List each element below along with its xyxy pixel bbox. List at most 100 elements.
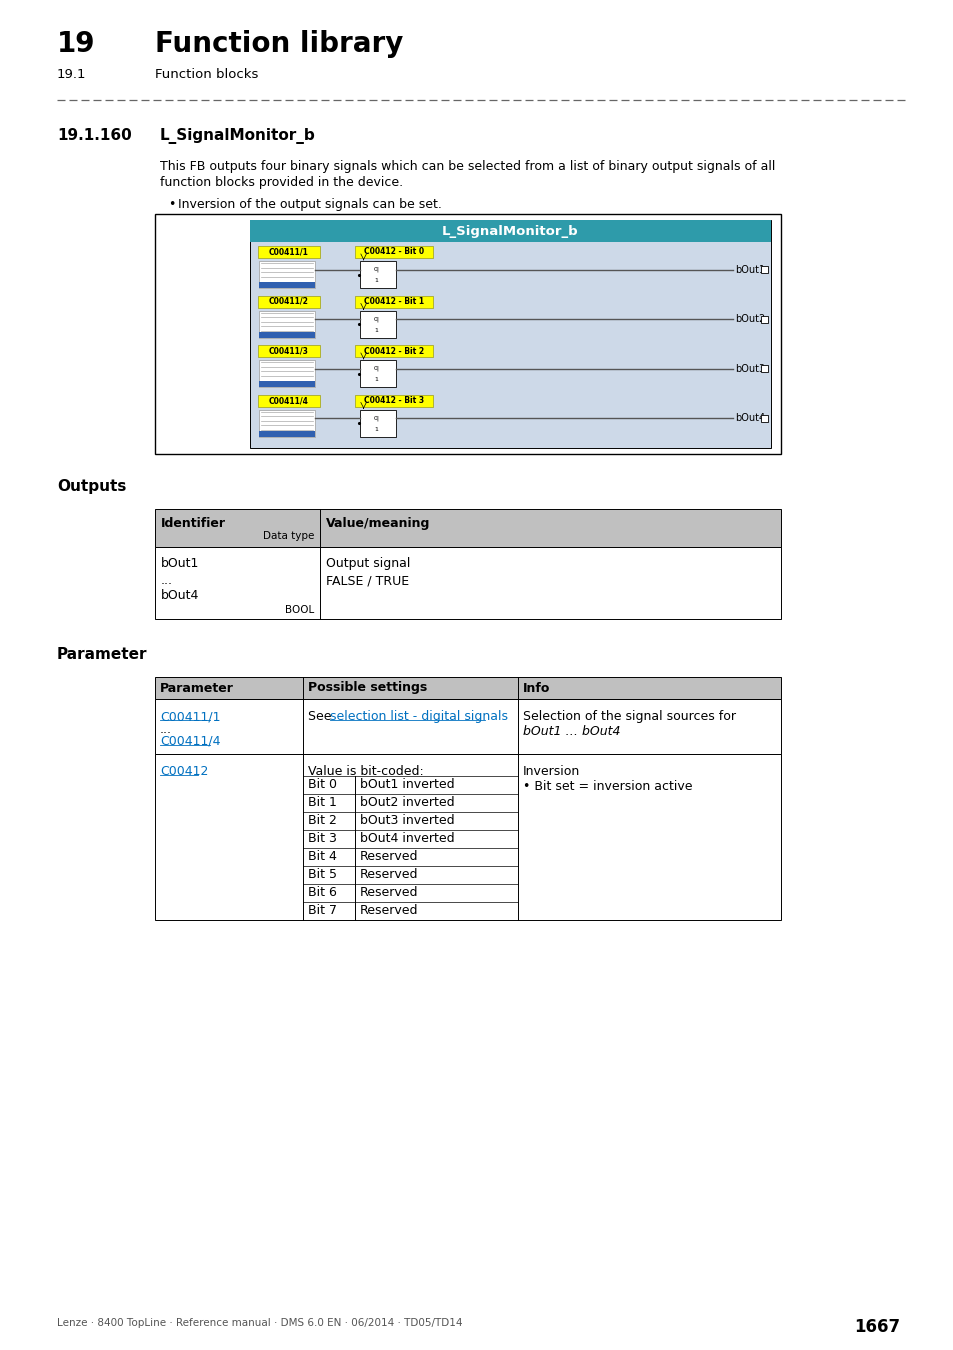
Bar xyxy=(257,246,319,258)
Text: ...: ... xyxy=(161,574,172,587)
Bar xyxy=(258,409,314,437)
Text: Parameter: Parameter xyxy=(160,682,233,694)
Text: C00412 - Bit 2: C00412 - Bit 2 xyxy=(363,347,424,355)
Bar xyxy=(355,346,433,356)
Text: C00411/1: C00411/1 xyxy=(269,247,309,256)
Bar xyxy=(154,676,781,699)
Text: Info: Info xyxy=(522,682,550,694)
Text: Parameter: Parameter xyxy=(57,647,148,662)
Bar xyxy=(258,261,314,289)
Text: 0|: 0| xyxy=(373,416,378,421)
Text: Function blocks: Function blocks xyxy=(154,68,258,81)
Bar xyxy=(257,296,319,308)
Text: 0|: 0| xyxy=(373,267,378,273)
Bar xyxy=(154,547,781,620)
Text: Value is bit-coded:: Value is bit-coded: xyxy=(308,765,423,778)
Text: C00412 - Bit 1: C00412 - Bit 1 xyxy=(363,297,424,306)
Text: 19.1.160: 19.1.160 xyxy=(57,128,132,143)
Text: bOut1: bOut1 xyxy=(734,265,764,275)
Text: ...: ... xyxy=(160,724,172,736)
Text: C00412 - Bit 3: C00412 - Bit 3 xyxy=(363,396,424,405)
Bar xyxy=(258,381,314,387)
Text: Selection of the signal sources for: Selection of the signal sources for xyxy=(522,710,735,724)
Text: L_SignalMonitor_b: L_SignalMonitor_b xyxy=(160,128,315,144)
Text: C00411/1: C00411/1 xyxy=(160,710,220,724)
Text: This FB outputs four binary signals which can be selected from a list of binary : This FB outputs four binary signals whic… xyxy=(160,161,775,173)
Bar xyxy=(154,215,781,454)
Bar xyxy=(154,699,781,755)
Text: Outputs: Outputs xyxy=(57,479,126,494)
Text: L_SignalMonitor_b: L_SignalMonitor_b xyxy=(442,224,578,238)
Text: Reserved: Reserved xyxy=(359,868,418,882)
Text: Bit 5: Bit 5 xyxy=(308,868,336,882)
Text: See: See xyxy=(308,710,335,724)
Bar xyxy=(760,266,767,273)
Text: bOut4: bOut4 xyxy=(161,589,199,602)
Text: C00411/4: C00411/4 xyxy=(269,396,309,405)
Text: 1: 1 xyxy=(374,377,377,382)
Bar xyxy=(258,431,314,437)
Text: Bit 2: Bit 2 xyxy=(308,814,336,828)
Text: bOut1: bOut1 xyxy=(161,558,199,570)
Text: C00411/2: C00411/2 xyxy=(269,297,309,306)
Bar xyxy=(258,310,314,338)
Text: BOOL: BOOL xyxy=(284,605,314,616)
Text: 1: 1 xyxy=(374,427,377,432)
Bar xyxy=(359,310,395,338)
Bar xyxy=(258,332,314,338)
Text: •: • xyxy=(168,198,175,211)
Text: Bit 0: Bit 0 xyxy=(308,779,336,791)
Text: • Bit set = inversion active: • Bit set = inversion active xyxy=(522,780,692,792)
Text: C00412: C00412 xyxy=(160,765,208,778)
Text: 19.1: 19.1 xyxy=(57,68,87,81)
Text: 1: 1 xyxy=(374,328,377,332)
Text: Bit 7: Bit 7 xyxy=(308,904,336,918)
Text: selection list - digital signals: selection list - digital signals xyxy=(330,710,507,724)
Bar xyxy=(760,316,767,323)
Bar xyxy=(359,261,395,289)
Text: FALSE / TRUE: FALSE / TRUE xyxy=(326,574,409,587)
Text: C00411/4: C00411/4 xyxy=(160,734,220,748)
Text: Bit 6: Bit 6 xyxy=(308,887,336,899)
Bar xyxy=(257,394,319,406)
Text: Bit 3: Bit 3 xyxy=(308,833,336,845)
Bar xyxy=(250,220,770,242)
Text: 0|: 0| xyxy=(373,366,378,371)
Text: bOut4 inverted: bOut4 inverted xyxy=(359,833,455,845)
Bar xyxy=(154,509,781,547)
Text: Data type: Data type xyxy=(262,532,314,541)
Text: bOut1 inverted: bOut1 inverted xyxy=(359,779,455,791)
Text: Identifier: Identifier xyxy=(161,517,226,531)
Text: Possible settings: Possible settings xyxy=(308,682,427,694)
Text: 0|: 0| xyxy=(373,316,378,321)
Text: C00411/3: C00411/3 xyxy=(269,347,309,355)
Text: 19: 19 xyxy=(57,30,95,58)
Bar xyxy=(760,414,767,421)
Bar xyxy=(258,360,314,387)
Text: Inversion of the output signals can be set.: Inversion of the output signals can be s… xyxy=(178,198,441,211)
Text: C00412 - Bit 0: C00412 - Bit 0 xyxy=(363,247,424,256)
Bar xyxy=(359,360,395,387)
Text: 1667: 1667 xyxy=(853,1318,899,1336)
Bar xyxy=(355,394,433,406)
Text: bOut3 inverted: bOut3 inverted xyxy=(359,814,455,828)
Bar xyxy=(355,296,433,308)
Text: 1: 1 xyxy=(374,278,377,283)
Bar xyxy=(250,220,770,448)
Text: Reserved: Reserved xyxy=(359,904,418,918)
Bar xyxy=(257,346,319,356)
Text: bOut2: bOut2 xyxy=(734,315,764,324)
Text: bOut2 inverted: bOut2 inverted xyxy=(359,796,455,810)
Text: Reserved: Reserved xyxy=(359,850,418,864)
Text: Output signal: Output signal xyxy=(326,558,410,570)
Text: Inversion: Inversion xyxy=(522,765,579,778)
Bar xyxy=(154,755,781,919)
Text: function blocks provided in the device.: function blocks provided in the device. xyxy=(160,176,403,189)
Text: bOut1 … bOut4: bOut1 … bOut4 xyxy=(522,725,619,738)
Text: Function library: Function library xyxy=(154,30,403,58)
Text: Lenze · 8400 TopLine · Reference manual · DMS 6.0 EN · 06/2014 · TD05/TD14: Lenze · 8400 TopLine · Reference manual … xyxy=(57,1318,462,1328)
Text: bOut3: bOut3 xyxy=(734,363,764,374)
Bar xyxy=(258,282,314,289)
Bar xyxy=(355,246,433,258)
Text: Bit 1: Bit 1 xyxy=(308,796,336,810)
